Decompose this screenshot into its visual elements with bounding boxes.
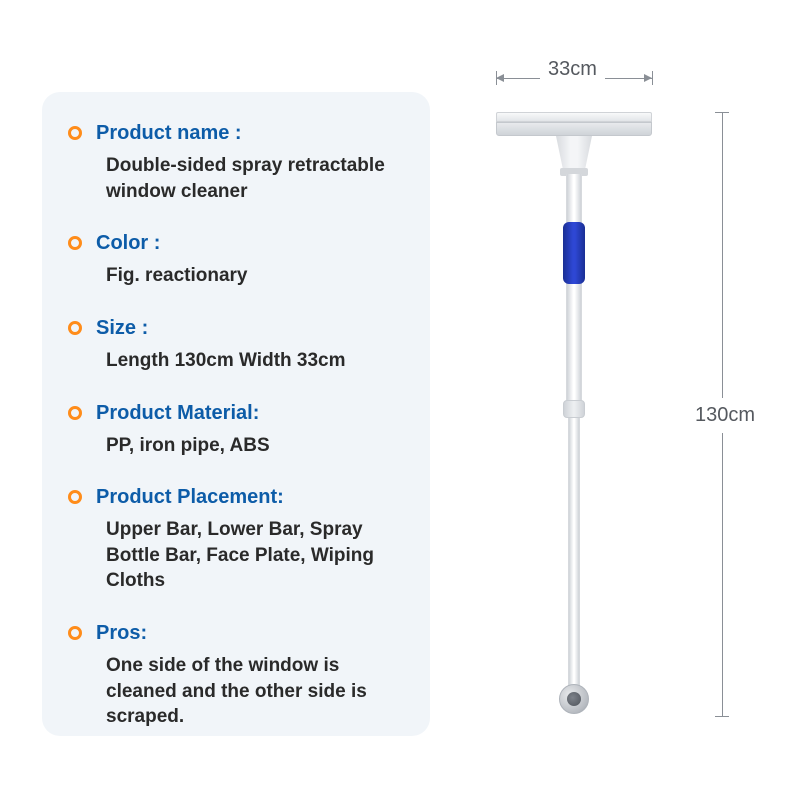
spec-value: Length 130cm Width 33cm	[96, 348, 400, 374]
bullet-icon	[68, 626, 82, 640]
spec-value: PP, iron pipe, ABS	[96, 433, 400, 459]
spec-label: Pros:	[96, 622, 400, 645]
bullet-icon	[68, 126, 82, 140]
cleaner-head	[496, 112, 652, 136]
arrow-right-icon	[644, 74, 652, 82]
cleaner-grip	[563, 222, 585, 284]
spec-value: Upper Bar, Lower Bar, Spray Bottle Bar, …	[96, 517, 400, 594]
bullet-icon	[68, 321, 82, 335]
bullet-icon	[68, 490, 82, 504]
bullet-icon	[68, 406, 82, 420]
height-dimension-label: 130cm	[695, 398, 755, 433]
cleaner-collar	[563, 400, 585, 418]
product-info-card: Product name : Double-sided spray retrac…	[42, 92, 430, 736]
spec-item: Product Placement: Upper Bar, Lower Bar,…	[68, 486, 400, 594]
cleaner-end-hole	[567, 692, 581, 706]
spec-item: Pros: One side of the window is cleaned …	[68, 622, 400, 730]
spec-item: Size : Length 130cm Width 33cm	[68, 317, 400, 374]
product-diagram: 33cm 130cm	[460, 58, 770, 738]
spec-value: One side of the window is cleaned and th…	[96, 653, 400, 730]
spec-item: Product Material: PP, iron pipe, ABS	[68, 402, 400, 459]
cleaner-pole-lower	[568, 418, 580, 688]
spec-item: Color : Fig. reactionary	[68, 232, 400, 289]
bullet-icon	[68, 236, 82, 250]
spec-value: Fig. reactionary	[96, 263, 400, 289]
spec-item: Product name : Double-sided spray retrac…	[68, 122, 400, 204]
window-cleaner-illustration	[496, 112, 652, 720]
cleaner-head-top	[496, 112, 652, 122]
spec-label: Color :	[96, 232, 400, 255]
spec-label: Product Material:	[96, 402, 400, 425]
spec-label: Product Placement:	[96, 486, 400, 509]
spec-value: Double-sided spray retractable window cl…	[96, 153, 400, 204]
width-tick-icon	[652, 71, 653, 85]
cleaner-head-base	[496, 122, 652, 136]
spec-label: Size :	[96, 317, 400, 340]
cleaner-pole-upper	[566, 174, 582, 404]
height-tick-icon	[715, 716, 729, 717]
height-tick-icon	[715, 112, 729, 113]
spec-label: Product name :	[96, 122, 400, 145]
width-dimension-label: 33cm	[540, 58, 605, 81]
arrow-left-icon	[496, 74, 504, 82]
